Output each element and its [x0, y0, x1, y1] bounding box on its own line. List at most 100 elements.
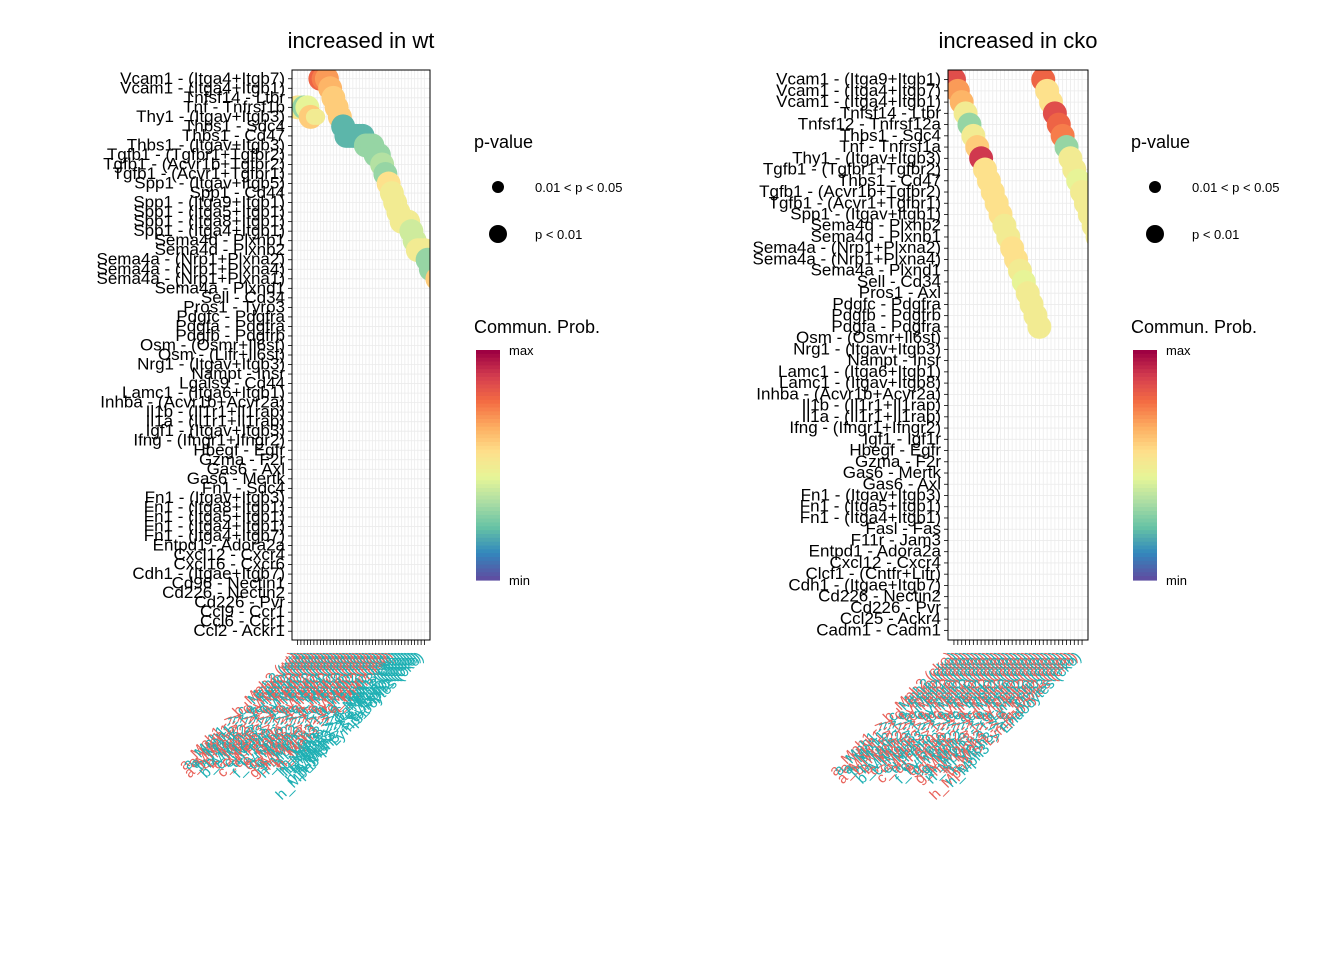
- colorbar-segment: [1133, 549, 1157, 554]
- colorbar-segment: [476, 530, 500, 535]
- data-point: [1089, 236, 1113, 260]
- y-tick-label: Pdgfb - Pdgfrb: [831, 306, 941, 325]
- y-tick-label: Ccl9 - Ccr1: [200, 602, 285, 621]
- y-tick-label: Fn1 - (Itga8+Itgb1): [144, 497, 285, 516]
- colorbar-segment: [1133, 461, 1157, 466]
- y-tick-label: Cdh1 - (Itgae+Itgb7): [788, 575, 941, 594]
- y-tick-label: Vcam1 - (Itga4+Itgb7): [120, 69, 285, 88]
- colorbar-segment: [1133, 484, 1157, 489]
- y-tick-label: Spp1 - (Itga9+Itgb1): [133, 193, 285, 212]
- y-tick-label: Vcam1 - (Itga9+Itgb1): [776, 70, 941, 89]
- data-point: [1105, 281, 1129, 305]
- y-tick-label: Cd226 - Pvr: [194, 593, 285, 612]
- colorbar-segment: [476, 465, 500, 470]
- colorbar-segment: [1133, 422, 1157, 428]
- colorbar-segment: [1133, 526, 1157, 531]
- colorbar-segment: [476, 449, 500, 455]
- colorbar-segment: [476, 503, 500, 508]
- data-point: [435, 276, 459, 300]
- y-tick-label: Gas6 - Axl: [207, 459, 285, 478]
- colorbar-segment: [1133, 415, 1157, 420]
- colorbar-segment: [476, 396, 500, 401]
- y-tick-label: Thy1 - (Itgav+Itgb3): [792, 148, 941, 167]
- colorbar-segment: [476, 553, 500, 558]
- colorbar-segment: [476, 434, 500, 439]
- y-tick-label: Il1b - (Il1r1+Il1rap): [146, 402, 285, 421]
- y-tick-label: Cxcl12 - Cxcr4: [830, 553, 941, 572]
- colorbar-segment: [1133, 572, 1157, 577]
- y-tick-label: Sema4a - (Nrp1+Plxna4): [96, 259, 285, 278]
- y-tick-label: Il1a - (Il1r1+Il1rap): [802, 407, 941, 426]
- y-tick-label: Fn1 - (Itgav+Itgb3): [801, 486, 941, 505]
- pvalue-legend-label: p < 0.01: [1192, 227, 1239, 242]
- y-tick-label: Osm - (Osmr+Il6st): [796, 328, 941, 347]
- y-tick-label: Tnfsf14 - Ltbr: [184, 88, 285, 107]
- colorbar-segment: [1133, 499, 1157, 504]
- pvalue-legend-label: 0.01 < p < 0.05: [535, 180, 622, 195]
- colorbar-segment: [476, 376, 500, 382]
- colorbar-segment: [476, 480, 500, 485]
- y-tick-label: Pdgfc - Pdgfra: [176, 307, 285, 326]
- y-tick-label: Tnf - Tnfrsf1a: [839, 137, 941, 156]
- data-point: [309, 108, 326, 125]
- pvalue-legend-label: p < 0.01: [535, 227, 582, 242]
- colorbar-segment: [476, 461, 500, 466]
- data-point: [451, 305, 475, 329]
- y-tick-label: Spp1 - (Itgav+Itgb1): [790, 205, 941, 224]
- colorbar-segment: [476, 499, 500, 504]
- points-group: [292, 70, 475, 329]
- y-tick-label: Spp1 - (Itga5+Itgb1): [133, 202, 285, 221]
- colorbar-segment: [476, 484, 500, 489]
- colorbar-segment: [1133, 568, 1157, 573]
- y-tick-label: Thbs1 - Cd47: [182, 126, 285, 145]
- colorbar-segment: [476, 361, 500, 366]
- y-tick-label: Ccl6 - Ccr1: [200, 612, 285, 631]
- y-tick-label: Cxcl16 - Cxcr6: [174, 555, 285, 574]
- colorbar-segment: [1133, 560, 1157, 566]
- data-point: [448, 295, 472, 319]
- y-tick-label: Nampt - Insr: [191, 364, 285, 383]
- colorbar-segment: [1133, 503, 1157, 508]
- colorbar-segment: [1133, 480, 1157, 485]
- colorbar-segment: [476, 511, 500, 516]
- data-point: [1081, 215, 1088, 237]
- colorbar-segment: [1133, 491, 1157, 497]
- colorbar-segment: [476, 468, 500, 474]
- colorbar-segment: [1133, 376, 1157, 382]
- colorbar-segment: [476, 445, 500, 451]
- colorbar-segment: [476, 453, 500, 458]
- y-tick-label: Thbs1 - Sdc4: [840, 126, 941, 145]
- y-tick-label: Fn1 - (Itga4+Itgb1): [144, 516, 285, 535]
- colorbar-segment: [476, 411, 500, 416]
- colorbar-segment: [1133, 445, 1157, 451]
- y-tick-label: Sema4a - Plxnd1: [155, 278, 285, 297]
- y-tick-label: Vcam1 - (Itga4+Itgb7): [776, 81, 941, 100]
- y-tick-label: Hbegf - Egfr: [193, 440, 285, 459]
- colorbar-segment: [476, 407, 500, 412]
- data-point: [425, 269, 430, 289]
- colorbar-segment: [1133, 453, 1157, 458]
- data-point: [1101, 270, 1125, 294]
- pvalue-legend-dot-small: [1149, 181, 1161, 193]
- y-tick-label: Sema4d - Plxnb2: [811, 216, 941, 235]
- data-point: [1027, 314, 1052, 339]
- colorbar-max-label: max: [1166, 343, 1191, 358]
- y-tick-label: Osm - (Lifr+Il6st): [158, 345, 285, 364]
- y-tick-label: Fn1 - (Itga4+Itgb1): [800, 508, 941, 527]
- colorbar-segment: [476, 545, 500, 550]
- y-tick-label: Clcf1 - (Cntfr+Lifr): [805, 564, 941, 583]
- y-tick-label: Sema4d - Plxnb1: [155, 231, 285, 250]
- colorbar-segment: [1133, 518, 1157, 524]
- y-tick-label: Fn1 - (Itga5+Itgb1): [800, 497, 941, 516]
- colorbar-segment: [476, 537, 500, 543]
- y-tick-label: Spp1 - (Itga4+Itgb1): [133, 221, 285, 240]
- colorbar-segment: [1133, 430, 1157, 435]
- y-tick-label: Tgfb1 - (Acvr1+Tgfbr1): [769, 193, 941, 212]
- colorbar-segment: [476, 476, 500, 481]
- y-tick-label: Ifng - (Ifngr1+Ifngr2): [133, 431, 285, 450]
- y-tick-label: Entpd1 - Adora2a: [153, 536, 286, 555]
- y-tick-label: Fn1 - (Itga5+Itgb1): [144, 507, 285, 526]
- colorbar-segment: [1133, 530, 1157, 535]
- colorbar-segment: [1133, 434, 1157, 439]
